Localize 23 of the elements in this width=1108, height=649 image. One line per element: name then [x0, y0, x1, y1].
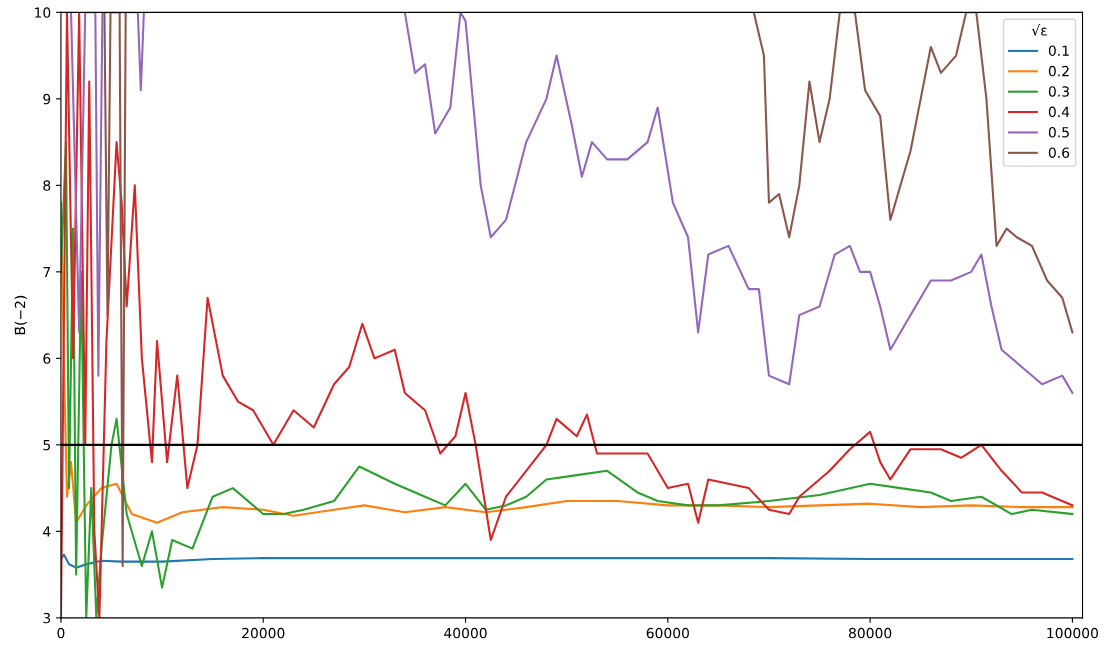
legend-title: √ε — [1031, 24, 1047, 36]
legend-label: 0.2 — [1048, 65, 1069, 77]
x-tick-label: 80000 — [848, 627, 892, 639]
x-tick-label: 60000 — [646, 627, 689, 639]
y-tick-label: 6 — [43, 353, 51, 364]
legend-label: 0.4 — [1048, 106, 1070, 118]
x-tick-label: 0 — [57, 627, 65, 639]
y-tick-label: 9 — [43, 93, 51, 105]
legend-label: 0.6 — [1048, 147, 1070, 158]
y-tick-label: 8 — [43, 180, 51, 191]
y-tick-label: 10 — [35, 7, 51, 18]
y-tick-label: 3 — [43, 612, 51, 624]
x-tick-label: 100000 — [1047, 627, 1098, 639]
line-series — [60, 553, 1074, 569]
legend-label: 0.5 — [1048, 127, 1069, 138]
y-tick-label: 4 — [43, 526, 51, 537]
y-axis-title: B̄(−2) — [14, 295, 27, 335]
x-tick-label: 20000 — [242, 627, 285, 639]
y-tick-label: 5 — [43, 439, 50, 451]
x-tick-label: 40000 — [444, 627, 487, 639]
legend-label: 0.1 — [1048, 45, 1069, 56]
y-tick-label: 7 — [43, 266, 51, 278]
legend-label: 0.3 — [1048, 86, 1069, 97]
